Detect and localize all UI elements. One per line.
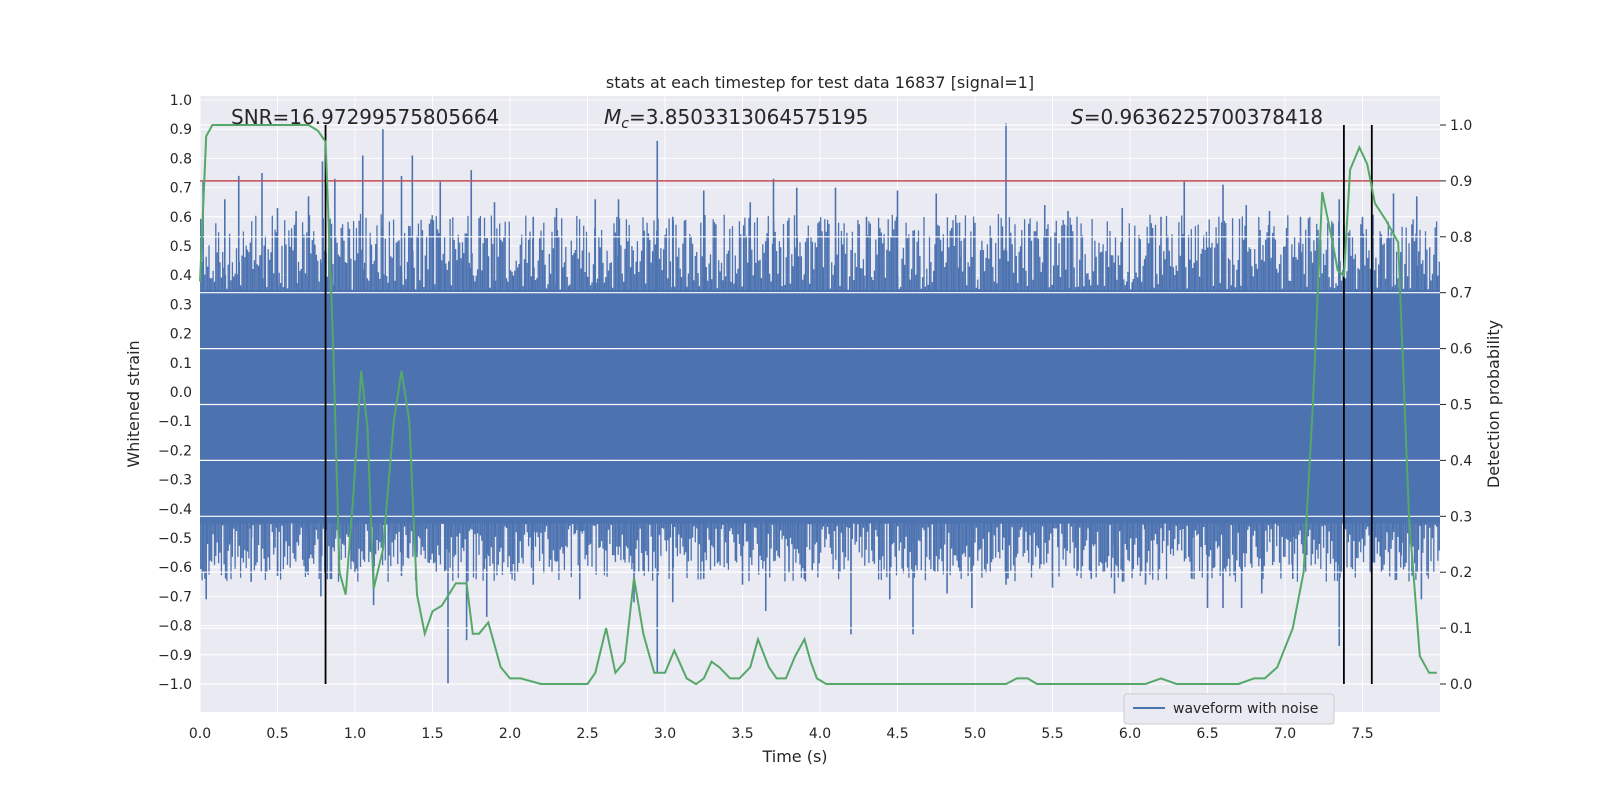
left-tick-label: −0.8	[158, 619, 192, 635]
left-tick-label: 0.8	[170, 151, 192, 167]
left-tick-label: −0.3	[158, 473, 192, 489]
left-tick-label: −0.5	[158, 531, 192, 547]
chirp-mass-subscript: c	[621, 116, 629, 132]
left-tick-label: −0.9	[158, 648, 192, 664]
right-tick-label: 0.5	[1450, 398, 1472, 414]
right-tick-label: 0.1	[1450, 621, 1472, 637]
left-tick-label: −0.4	[158, 502, 192, 518]
left-axis-ticks: 1.0 0.9 0.8 0.7 0.6 0.5 0.4 0.3 0.2 0.1 0.0 −0.1 −0.…	[158, 93, 192, 693]
left-tick-label: 0.0	[170, 385, 192, 401]
snr-annotation: SNR=16.97299575805664	[231, 105, 499, 129]
s-value: =0.9636225700378418	[1084, 105, 1323, 129]
left-tick-label: 0.7	[170, 181, 192, 197]
x-tick-label: 1.5	[421, 726, 443, 742]
chirp-mass-annotation: Mc=3.8503313064575195	[604, 105, 868, 132]
chart-title: stats at each timestep for test data 168…	[606, 73, 1034, 92]
right-axis-ticks: 1.0 0.9 0.8 0.7 0.6 0.5 0.4 0.3 0.2 0.1 0.0	[1440, 118, 1472, 693]
s-annotation: S=0.9636225700378418	[1071, 105, 1323, 129]
right-tick-label: 0.4	[1450, 453, 1472, 469]
right-tick-label: 0.2	[1450, 565, 1472, 581]
x-tick-label: 2.0	[499, 726, 521, 742]
left-tick-label: −0.6	[158, 560, 192, 576]
left-tick-label: 0.3	[170, 297, 192, 313]
s-symbol: S	[1071, 105, 1084, 129]
left-tick-label: −0.2	[158, 443, 192, 459]
x-tick-label: 3.5	[731, 726, 753, 742]
x-tick-label: 0.0	[189, 726, 211, 742]
candidate-vlines	[324, 125, 1373, 684]
chirp-mass-symbol: M	[604, 105, 621, 129]
chirp-mass-value: =3.8503313064575195	[629, 105, 868, 129]
x-tick-label: 5.0	[964, 726, 986, 742]
left-tick-label: 0.9	[170, 122, 192, 138]
left-tick-label: 0.4	[170, 268, 192, 284]
x-tick-label: 0.5	[266, 726, 288, 742]
x-tick-label: 3.0	[654, 726, 676, 742]
x-tick-label: 7.0	[1274, 726, 1296, 742]
left-tick-label: −0.1	[158, 414, 192, 430]
x-tick-label: 4.0	[809, 726, 831, 742]
legend-entry-waveform: waveform with noise	[1173, 701, 1318, 717]
x-tick-label: 6.0	[1119, 726, 1141, 742]
x-tick-label: 4.5	[886, 726, 908, 742]
x-tick-label: 6.5	[1196, 726, 1218, 742]
x-tick-label: 5.5	[1041, 726, 1063, 742]
left-tick-label: 0.2	[170, 327, 192, 343]
left-axis-label: Whitened strain	[124, 340, 143, 467]
x-axis-ticks: 0.0 0.5 1.0 1.5 2.0 2.5 3.0 3.5 4.0 4.5 5.0 5.5 6.0 6…	[189, 726, 1374, 742]
legend: waveform with noise	[1123, 693, 1335, 725]
waveform-core	[200, 289, 1440, 524]
left-tick-label: 1.0	[170, 93, 192, 109]
right-tick-label: 1.0	[1450, 118, 1472, 134]
x-tick-label: 2.5	[576, 726, 598, 742]
left-tick-label: −0.7	[158, 589, 192, 605]
right-tick-label: 0.3	[1450, 509, 1472, 525]
legend-box	[1123, 693, 1335, 725]
x-tick-label: 7.5	[1351, 726, 1373, 742]
left-tick-label: −1.0	[158, 677, 192, 693]
right-tick-label: 0.0	[1450, 677, 1472, 693]
x-axis-label: Time (s)	[761, 747, 827, 766]
x-tick-label: 1.0	[344, 726, 366, 742]
right-tick-label: 0.8	[1450, 230, 1472, 246]
left-tick-label: 0.6	[170, 210, 192, 226]
left-tick-label: 0.1	[170, 356, 192, 372]
probability-line	[199, 124, 1437, 686]
left-tick-label: 0.5	[170, 239, 192, 255]
right-axis-label: Detection probability	[1484, 320, 1503, 488]
right-tick-label: 0.7	[1450, 286, 1472, 302]
right-tick-label: 0.9	[1450, 174, 1472, 190]
right-tick-label: 0.6	[1450, 342, 1472, 358]
